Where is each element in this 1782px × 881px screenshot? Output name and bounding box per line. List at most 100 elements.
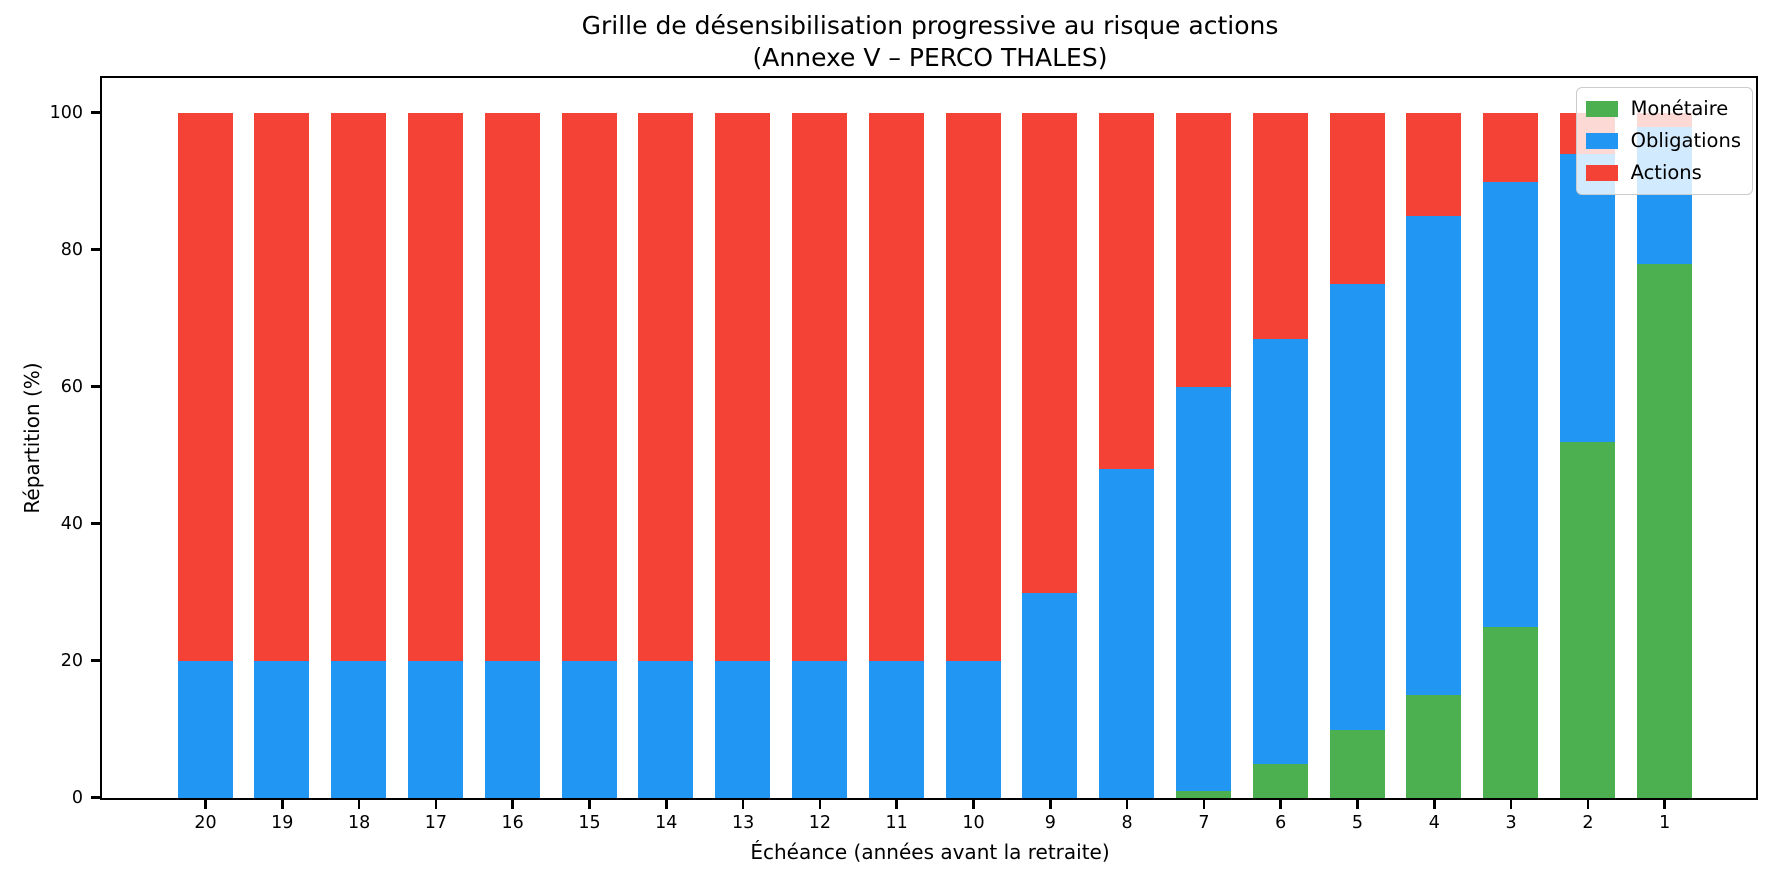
x-tick [1663, 800, 1666, 809]
bar-segment-actions [1329, 113, 1385, 285]
x-tick-label: 1 [1659, 812, 1671, 833]
bar-segment-obligations [638, 661, 694, 798]
y-tick-label: 20 [60, 650, 83, 671]
bar-segment-obligations [1483, 181, 1539, 627]
bar-segment-monétaire [1252, 763, 1308, 798]
x-tick-label: 11 [885, 812, 908, 833]
obligations-swatch-icon [1585, 133, 1618, 149]
x-tick [588, 800, 591, 809]
y-tick-label: 60 [60, 376, 83, 397]
x-tick-label: 9 [1044, 812, 1056, 833]
x-tick [895, 800, 898, 809]
y-tick-label: 80 [60, 239, 83, 260]
bar-segment-actions [331, 113, 387, 662]
x-tick [665, 800, 668, 809]
legend-label: Obligations [1630, 129, 1741, 152]
bar-segment-obligations [1099, 469, 1155, 798]
bar-segment-obligations [1559, 154, 1615, 442]
bar-segment-actions [868, 113, 924, 662]
bar-segment-obligations [407, 661, 463, 798]
x-tick-label: 3 [1505, 812, 1517, 833]
bar-stack-6 [1252, 78, 1308, 798]
x-tick-label: 17 [424, 812, 448, 833]
plot-area [100, 76, 1758, 800]
chart-title-line1: Grille de désensibilisation progressive … [581, 11, 1279, 40]
bar-stack-9 [1022, 78, 1078, 798]
x-tick [741, 800, 745, 809]
bar-stack-19 [254, 78, 310, 798]
bar-segment-monétaire [1559, 441, 1615, 798]
x-tick-label: 7 [1198, 812, 1210, 833]
bar-stack-14 [638, 78, 694, 798]
bar-stack-2 [1559, 78, 1615, 798]
x-tick-label: 5 [1351, 812, 1364, 833]
chart-title: Grille de désensibilisation progressive … [102, 10, 1758, 74]
bar-segment-obligations [331, 661, 387, 798]
y-tick-label: 100 [49, 102, 83, 123]
x-tick-label: 16 [501, 812, 524, 833]
x-tick-label: 18 [347, 812, 371, 833]
bar-stack-4 [1406, 78, 1462, 798]
x-axis-label: Échéance (années avant la retraite) [750, 840, 1110, 864]
bar-segment-obligations [1406, 215, 1462, 696]
x-tick [357, 800, 361, 809]
bar-segment-actions [791, 113, 847, 662]
y-tick [91, 522, 100, 525]
bar-stack-1 [1636, 78, 1692, 798]
bar-stack-20 [177, 78, 233, 798]
y-tick [91, 659, 100, 662]
x-tick-label: 13 [731, 812, 755, 833]
x-tick-label: 19 [271, 812, 294, 833]
x-tick [1356, 800, 1359, 809]
bar-segment-monétaire [1483, 626, 1539, 798]
legend-item-obligations: Obligations [1585, 128, 1741, 154]
bar-stack-15 [561, 78, 617, 798]
x-tick-label: 20 [194, 812, 217, 833]
bar-segment-monétaire [1636, 263, 1692, 798]
bar-segment-obligations [254, 661, 310, 798]
bar-segment-obligations [1022, 592, 1078, 798]
legend: Monétaire Obligations Actions [1575, 87, 1753, 195]
monetaire-swatch-icon [1585, 101, 1618, 117]
x-tick [1509, 800, 1513, 809]
bar-segment-actions [1406, 113, 1462, 216]
bar-segment-obligations [868, 661, 924, 798]
legend-item-actions: Actions [1585, 160, 1741, 186]
x-tick-label: 8 [1121, 812, 1133, 833]
x-tick [1279, 800, 1282, 809]
bar-segment-obligations [1175, 387, 1231, 792]
bar-segment-actions [1099, 113, 1155, 470]
x-tick [1125, 800, 1129, 809]
bar-stack-18 [331, 78, 387, 798]
bar-stack-5 [1329, 78, 1385, 798]
bar-stack-16 [484, 78, 540, 798]
x-tick-label: 12 [808, 812, 832, 833]
bar-stack-12 [791, 78, 847, 798]
x-tick-label: 2 [1582, 812, 1594, 833]
bar-stack-13 [715, 78, 771, 798]
bar-segment-obligations [177, 661, 233, 798]
y-tick [91, 248, 100, 251]
x-tick-label: 14 [655, 812, 678, 833]
bar-segment-monétaire [1175, 791, 1231, 798]
x-tick [1202, 800, 1206, 809]
y-tick-label: 0 [71, 787, 83, 808]
y-tick [91, 796, 100, 799]
x-tick [818, 800, 822, 809]
bar-stack-10 [945, 78, 1001, 798]
bar-segment-obligations [561, 661, 617, 798]
bar-segment-obligations [715, 661, 771, 798]
x-tick [434, 800, 438, 809]
bar-segment-obligations [1329, 284, 1385, 730]
bar-segment-actions [561, 113, 617, 662]
bar-segment-actions [715, 113, 771, 662]
y-tick [91, 385, 100, 388]
bar-segment-actions [177, 113, 233, 662]
bar-segment-actions [407, 113, 463, 662]
x-tick [204, 800, 207, 809]
legend-label: Actions [1630, 161, 1702, 184]
legend-item-monetaire: Monétaire [1585, 96, 1741, 122]
x-tick [1433, 800, 1436, 809]
x-tick-label: 10 [962, 812, 985, 833]
bar-stack-3 [1483, 78, 1539, 798]
